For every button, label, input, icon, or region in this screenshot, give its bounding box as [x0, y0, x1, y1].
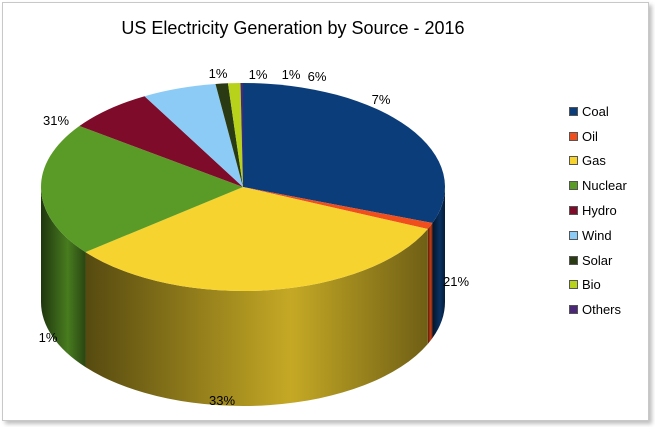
- legend-item-others: Others: [569, 297, 627, 322]
- pie-chart: 31% 1% 33% 21% 7% 6% 1% 1% 1%: [39, 66, 470, 408]
- legend-swatch: [569, 206, 578, 216]
- pie-slice-bio: [227, 83, 243, 187]
- legend-item-solar: Solar: [569, 248, 627, 273]
- data-label-gas: 33%: [209, 393, 235, 408]
- legend-item-bio: Bio: [569, 273, 627, 298]
- legend-swatch: [569, 280, 578, 290]
- pie-side-coal: [432, 187, 445, 339]
- pie-slice-nuclear: [40, 125, 243, 253]
- pie-slice-coal: [243, 83, 445, 224]
- chart-legend: Coal Oil Gas Nuclear Hydro Wind Solar Bio Others: [569, 99, 627, 322]
- pie-slice-gas: [85, 187, 428, 292]
- pie-slice-hydro: [79, 96, 243, 187]
- pie-slice-wind: [144, 83, 243, 187]
- legend-label: Bio: [582, 277, 601, 293]
- legend-label: Gas: [582, 153, 606, 169]
- chart-title: US Electricity Generation by Source - 20…: [121, 18, 465, 38]
- data-label-others: 1%: [209, 66, 228, 81]
- legend-swatch: [569, 131, 578, 141]
- data-label-coal: 31%: [43, 113, 69, 128]
- legend-item-coal: Coal: [569, 99, 627, 124]
- legend-swatch: [569, 305, 578, 315]
- legend-item-wind: Wind: [569, 223, 627, 248]
- pie-side-walls: [41, 187, 445, 407]
- data-label-nuclear: 21%: [443, 274, 469, 289]
- legend-swatch: [569, 106, 578, 116]
- legend-item-hydro: Hydro: [569, 198, 627, 223]
- legend-swatch: [569, 181, 578, 191]
- legend-swatch: [569, 156, 578, 166]
- data-label-oil: 1%: [39, 330, 58, 345]
- pie-slices: [40, 83, 445, 292]
- pie-side-gas: [85, 229, 428, 407]
- pie-slice-oil: [243, 187, 433, 230]
- data-label-solar: 1%: [282, 67, 301, 82]
- legend-swatch: [569, 255, 578, 265]
- data-label-wind: 6%: [308, 69, 327, 84]
- legend-item-gas: Gas: [569, 149, 627, 174]
- legend-item-nuclear: Nuclear: [569, 173, 627, 198]
- legend-label: Wind: [582, 227, 612, 243]
- pie-side-oil: [427, 223, 433, 345]
- chart-frame: US Electricity Generation by Source - 20…: [2, 2, 649, 421]
- legend-item-oil: Oil: [569, 124, 627, 149]
- legend-label: Nuclear: [582, 178, 627, 194]
- pie-side-nuclear: [41, 187, 86, 368]
- legend-label: Hydro: [582, 203, 617, 219]
- pie-slice-others: [240, 83, 243, 187]
- data-label-hydro: 7%: [372, 92, 391, 107]
- data-label-bio: 1%: [249, 67, 268, 82]
- legend-label: Oil: [582, 128, 598, 144]
- legend-swatch: [569, 230, 578, 240]
- legend-label: Others: [582, 302, 622, 318]
- legend-label: Coal: [582, 103, 609, 119]
- legend-label: Solar: [582, 252, 613, 268]
- pie-slice-solar: [215, 83, 243, 187]
